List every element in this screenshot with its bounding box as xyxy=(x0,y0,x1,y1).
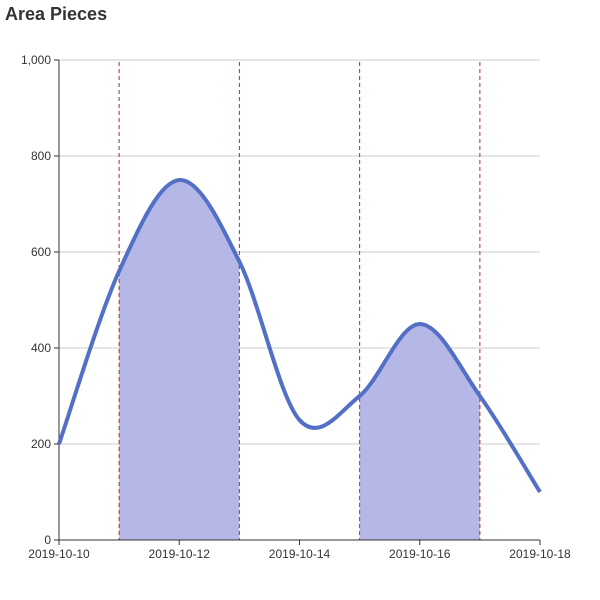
x-axis-labels: 2019-10-10 2019-10-12 2019-10-14 2019-10-16… xyxy=(28,547,571,561)
y-tick-label: 0 xyxy=(44,533,51,547)
y-tick-label: 600 xyxy=(31,245,51,259)
x-tick-label: 2019-10-10 xyxy=(28,547,90,561)
y-axis-labels: 0 200 400 600 800 1,000 xyxy=(21,53,51,547)
series-line xyxy=(57,178,542,494)
x-tick-label: 2019-10-14 xyxy=(269,547,331,561)
x-tick-label: 2019-10-12 xyxy=(149,547,211,561)
chart-title: Area Pieces xyxy=(5,4,108,24)
mark-lines xyxy=(118,62,481,540)
shaded-area-piece xyxy=(359,324,480,540)
y-tick-label: 800 xyxy=(31,149,51,163)
shaded-area-pieces xyxy=(119,179,480,540)
axes xyxy=(54,59,541,545)
y-tick-label: 400 xyxy=(31,341,51,355)
x-tick-label: 2019-10-16 xyxy=(389,547,451,561)
x-tick-label: 2019-10-18 xyxy=(509,547,571,561)
y-tick-label: 200 xyxy=(31,437,51,451)
shaded-area-piece xyxy=(119,179,240,540)
y-tick-label: 1,000 xyxy=(21,53,51,67)
